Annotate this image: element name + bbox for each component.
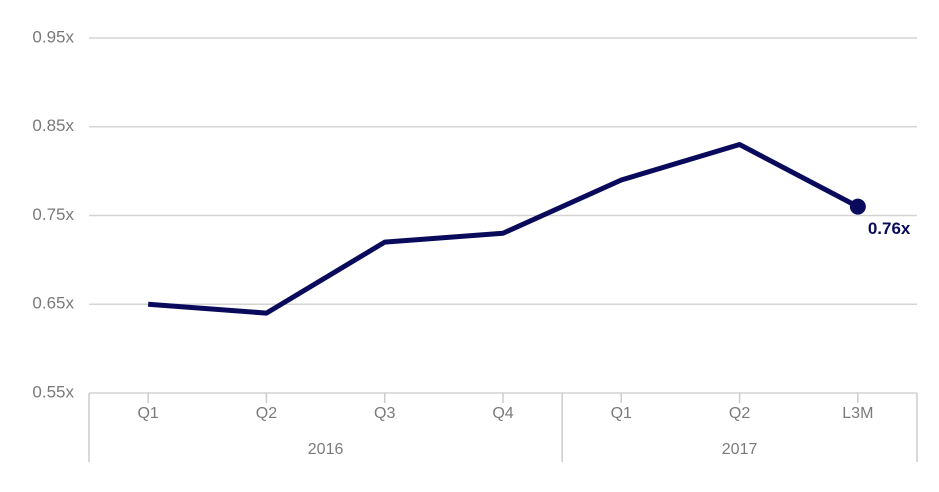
group-label: 2017 xyxy=(722,441,758,458)
end-marker xyxy=(849,198,866,215)
y-tick-label: 0.65x xyxy=(32,294,74,313)
x-tick-label: Q4 xyxy=(492,405,513,422)
x-tick-label: Q3 xyxy=(374,405,395,422)
y-tick-label: 0.95x xyxy=(32,27,74,46)
group-label: 2016 xyxy=(308,441,344,458)
series-line xyxy=(147,142,860,316)
x-tick-label: Q2 xyxy=(256,405,277,422)
x-tick-label: Q1 xyxy=(611,405,632,422)
data-label: 0.76x xyxy=(868,219,911,238)
y-tick-label: 0.55x xyxy=(32,382,74,401)
x-tick-label: L3M xyxy=(842,405,873,422)
y-tick-label: 0.85x xyxy=(32,116,74,135)
x-tick-label: Q1 xyxy=(137,405,158,422)
x-tick-label: Q2 xyxy=(729,405,750,422)
y-tick-label: 0.75x xyxy=(32,205,74,224)
